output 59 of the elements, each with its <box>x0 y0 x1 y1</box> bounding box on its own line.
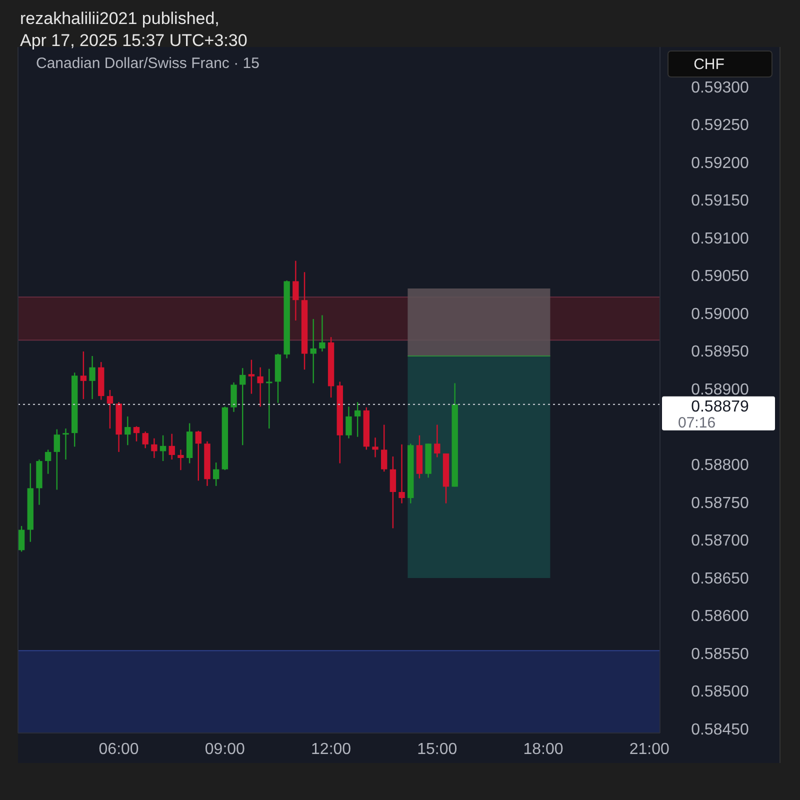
candlestick <box>381 424 388 472</box>
x-tick-label: 06:00 <box>98 741 139 758</box>
candlestick <box>434 424 440 458</box>
candlestick <box>168 433 175 460</box>
text: 07:16 <box>678 414 716 432</box>
y-tick-label: 0.58500 <box>691 684 750 701</box>
candlestick <box>390 456 396 529</box>
candlestick <box>89 355 96 400</box>
ref-line-label: 0.58879 <box>691 398 750 416</box>
y-tick-label: 0.58650 <box>691 570 750 588</box>
candlestick <box>310 318 316 384</box>
candlestick <box>142 430 148 449</box>
y-tick-label: 0.59100 <box>691 230 750 248</box>
y-tick-label: 0.58550 <box>691 646 750 663</box>
candlestick <box>54 428 60 490</box>
candlestick <box>346 406 352 439</box>
x-tick-label: 09:00 <box>204 741 246 758</box>
candlestick <box>248 359 255 394</box>
candlestick <box>240 367 246 446</box>
candlestick <box>266 368 272 430</box>
y-tick-label: 0.59250 <box>691 117 750 134</box>
candlestick <box>44 449 52 474</box>
x-tick-label: 12:00 <box>311 741 352 758</box>
candlestick <box>106 389 114 430</box>
chart-subtitle: rezakhalilii2021 published, Apr 17, 2025 15:37 UTC+3:30 <box>20 9 248 50</box>
y-axis-title: CHF <box>694 56 724 73</box>
y-tick-label: 0.59000 <box>691 306 750 323</box>
candlestick <box>62 428 69 460</box>
y-tick-label: 0.58450 <box>691 721 750 738</box>
candlestick <box>319 314 326 352</box>
candlestick <box>151 438 158 459</box>
candlestick <box>292 260 299 322</box>
text: Canadian Dollar/Swiss Franc · 15 <box>36 55 260 72</box>
candlestick <box>257 366 264 408</box>
y-tick-label: 0.58800 <box>691 457 750 474</box>
candlestick <box>160 434 166 462</box>
candlestick <box>124 416 131 446</box>
x-tick-label: 15:00 <box>417 741 458 758</box>
candlestick <box>80 350 87 400</box>
y-tick-label: 0.58750 <box>691 494 750 512</box>
y-tick-label: 0.59200 <box>691 154 750 172</box>
y-tick-label: 0.58600 <box>691 608 750 626</box>
candlestick <box>354 401 361 438</box>
candlestick <box>133 426 140 442</box>
candlestick <box>195 430 202 482</box>
candlestick <box>398 444 405 504</box>
y-tick-label: 0.58900 <box>691 381 750 398</box>
candlestick <box>18 525 25 552</box>
y-tick-label: 0.58700 <box>691 532 750 550</box>
y-tick-label: 0.59300 <box>691 79 750 96</box>
y-tick-label: 0.59050 <box>691 268 750 286</box>
candlestick <box>372 436 378 458</box>
candlestick <box>230 382 237 413</box>
x-tick-label: 21:00 <box>629 741 670 758</box>
candlestick <box>212 462 220 487</box>
y-tick-label: 0.59150 <box>691 192 750 210</box>
y-tick-label: 0.58950 <box>691 344 750 361</box>
x-tick-label: 18:00 <box>523 741 564 758</box>
candlestick <box>178 449 184 471</box>
